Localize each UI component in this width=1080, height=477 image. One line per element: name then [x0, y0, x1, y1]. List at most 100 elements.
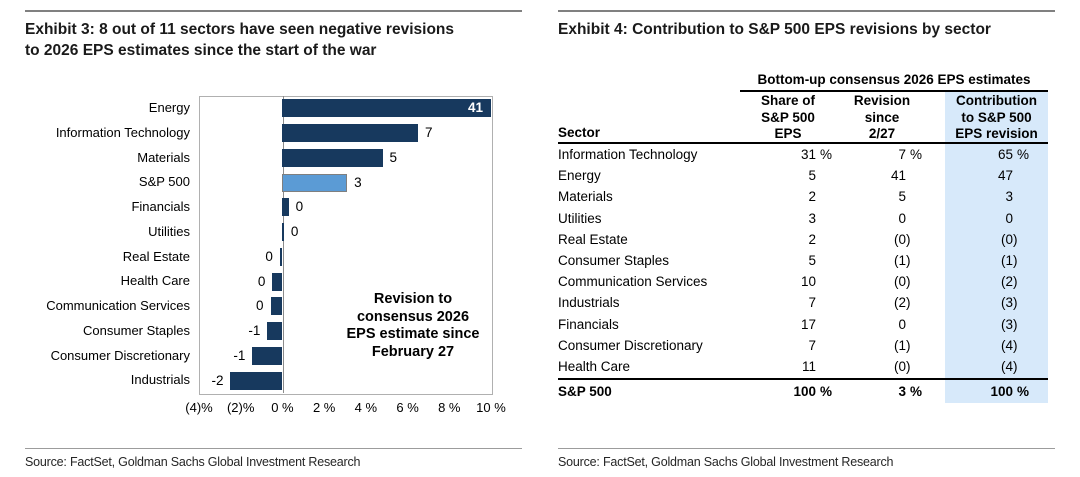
- cell-revision: 3%: [898, 384, 923, 399]
- value-label-health-care: 0: [257, 273, 266, 289]
- category-label-s-p-500: S&P 500: [138, 174, 190, 190]
- cell-revision: (0): [893, 274, 911, 290]
- category-label-consumer-discretionary: Consumer Discretionary: [50, 347, 190, 363]
- cell-contribution: 47: [997, 168, 1013, 184]
- cell-contribution: 65%: [997, 147, 1030, 163]
- cell-share: 17: [800, 316, 816, 332]
- x-tick-label: 4 %: [354, 400, 378, 415]
- annotation-line: consensus 2026: [356, 308, 470, 325]
- column-header-contribution: Contribution to S&P 500 EPS revision: [945, 93, 1048, 143]
- eps-revision-table: Bottom-up consensus 2026 EPS estimates S…: [558, 72, 1048, 407]
- value-label-materials: 5: [389, 149, 398, 165]
- cell-revision: (1): [893, 337, 911, 353]
- cell-share: 5: [808, 168, 816, 184]
- bar-energy: [282, 99, 491, 118]
- value-label-utilities: 0: [290, 224, 299, 240]
- cell-sector: Communication Services: [558, 274, 708, 290]
- table-row: Consumer Discretionary 7 (1) (4): [558, 335, 1048, 356]
- right-source: Source: FactSet, Goldman Sachs Global In…: [558, 455, 894, 469]
- bar-utilities: [282, 223, 284, 242]
- table-total-row: S&P 500 100% 3% 100%: [558, 380, 1048, 403]
- x-tick-label: 0 %: [271, 400, 294, 415]
- category-label-financials: Financials: [131, 199, 190, 214]
- bar-materials: [282, 148, 383, 167]
- table-row: Information Technology 31% 7% 65%: [558, 144, 1048, 165]
- cell-sector: Information Technology: [558, 147, 698, 163]
- cell-sector: S&P 500: [558, 384, 612, 399]
- cell-contribution: 3: [1005, 189, 1013, 205]
- cell-contribution: 100%: [990, 384, 1030, 399]
- header-line: 2/27: [868, 126, 896, 141]
- span-header-underline: [740, 90, 1048, 92]
- cell-revision: 41: [890, 168, 906, 184]
- cell-sector: Health Care: [558, 358, 631, 374]
- cell-share: 3: [808, 210, 816, 226]
- table-body: Information Technology 31% 7% 65% Energy 5 41 4…: [558, 144, 1048, 377]
- subheader-underline: [558, 142, 1048, 144]
- value-label-industrials: -2: [211, 372, 224, 388]
- bar-financials: [282, 198, 289, 217]
- cell-contribution: (0): [1000, 231, 1018, 247]
- x-tick-label: 8 %: [438, 400, 461, 415]
- category-label-industrials: Industrials: [130, 372, 190, 388]
- left-top-rule: [25, 10, 522, 12]
- header-line: EPS: [774, 126, 802, 141]
- value-label-s-p-500: 3: [354, 174, 362, 190]
- cell-revision: 5: [898, 189, 906, 205]
- x-tick-label: 2 %: [312, 400, 336, 415]
- bar-communication-services: [270, 297, 283, 316]
- category-label-health-care: Health Care: [120, 273, 190, 289]
- category-label-consumer-staples: Consumer Staples: [83, 322, 190, 338]
- cell-contribution: 0: [1005, 210, 1013, 226]
- bar-real-estate: [279, 247, 283, 266]
- table-span-header: Bottom-up consensus 2026 EPS estimates: [757, 72, 1031, 87]
- category-label-utilities: Utilities: [148, 223, 190, 239]
- header-line: Revision: [853, 93, 911, 108]
- header-line: since: [864, 109, 900, 125]
- cell-sector: Materials: [558, 189, 613, 205]
- cell-contribution: (4): [1000, 337, 1018, 353]
- cell-contribution: (1): [1000, 253, 1018, 269]
- chart-zero-axis: [283, 96, 284, 393]
- right-top-rule: [558, 10, 1055, 12]
- cell-share: 10: [800, 274, 816, 290]
- cell-revision: (2): [893, 295, 911, 311]
- left-source: Source: FactSet, Goldman Sachs Global In…: [25, 455, 361, 469]
- value-label-consumer-discretionary: -1: [233, 347, 246, 363]
- chart-plot-area: [199, 96, 493, 395]
- right-source-rule: [558, 448, 1055, 449]
- cell-revision: (0): [893, 358, 911, 374]
- left-source-rule: [25, 448, 522, 449]
- cell-sector: Industrials: [558, 295, 620, 311]
- header-line: Contribution: [956, 93, 1037, 108]
- cell-contribution: (3): [1000, 316, 1018, 332]
- table-row: Communication Services 10 (0) (2): [558, 271, 1048, 292]
- column-header-sector: Sector: [558, 125, 601, 140]
- cell-contribution: (4): [1000, 358, 1018, 374]
- column-header-revision: Revision since 2/27: [836, 93, 928, 143]
- cell-sector: Energy: [558, 168, 601, 184]
- category-label-information-technology: Information Technology: [55, 124, 190, 140]
- header-line: S&P 500: [761, 109, 815, 125]
- cell-share: 2: [808, 189, 816, 205]
- x-tick-label: 10 %: [476, 400, 506, 415]
- value-label-consumer-staples: -1: [248, 323, 261, 339]
- exhibit3-title-line2: to 2026 EPS estimates since the start of…: [25, 42, 377, 59]
- cell-revision: 0: [898, 316, 906, 332]
- table-row: Energy 5 41 47: [558, 165, 1048, 186]
- table-row: Materials 2 5 3: [558, 186, 1048, 207]
- header-line: to S&P 500: [961, 109, 1032, 125]
- cell-share: 31%: [800, 147, 833, 163]
- table-row: Industrials 7 (2) (3): [558, 292, 1048, 313]
- column-header-share: Share of S&P 500 EPS: [740, 93, 836, 143]
- total-row: S&P 500 100% 3% 100%: [558, 380, 1048, 403]
- x-tick-label: (4)%: [185, 400, 213, 415]
- value-label-communication-services: 0: [256, 298, 264, 314]
- header-line: Share of: [760, 93, 815, 108]
- table-row: Financials 17 0 (3): [558, 314, 1048, 335]
- annotation-line: February 27: [371, 343, 455, 360]
- bar-health-care: [272, 272, 283, 291]
- chart-annotation: Revision to consensus 2026 EPS estimate …: [347, 291, 480, 361]
- cell-sector: Consumer Discretionary: [558, 337, 703, 353]
- value-label-real-estate: 0: [265, 248, 273, 264]
